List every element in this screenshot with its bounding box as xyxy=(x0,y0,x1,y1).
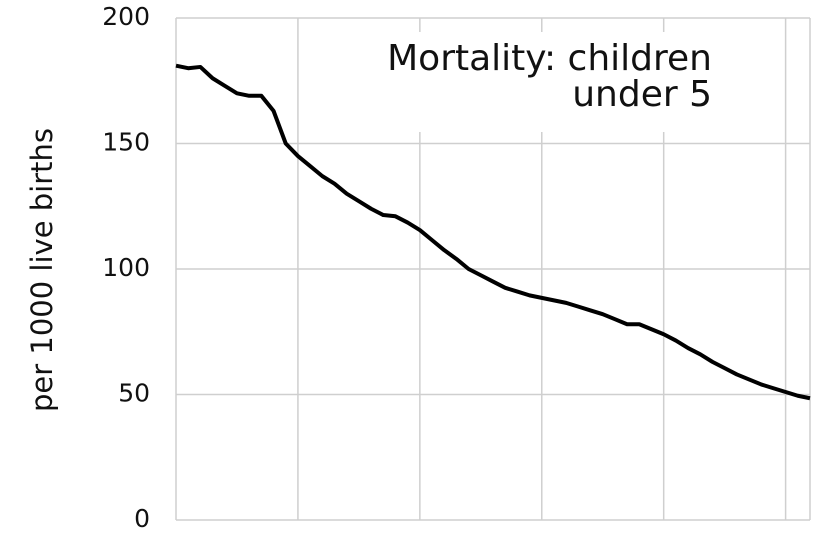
y-tick-label: 150 xyxy=(102,128,150,157)
title-background xyxy=(300,32,730,132)
chart-title: Mortality: children xyxy=(387,38,712,79)
y-tick-label: 0 xyxy=(134,504,150,533)
chart-title: under 5 xyxy=(572,74,712,115)
line xyxy=(175,63,811,401)
y-tick-label: 100 xyxy=(102,253,150,282)
y-tick-label: 50 xyxy=(118,379,150,408)
y-tick-label: 200 xyxy=(102,2,150,31)
y-axis-label: per 1000 live births xyxy=(25,128,59,412)
